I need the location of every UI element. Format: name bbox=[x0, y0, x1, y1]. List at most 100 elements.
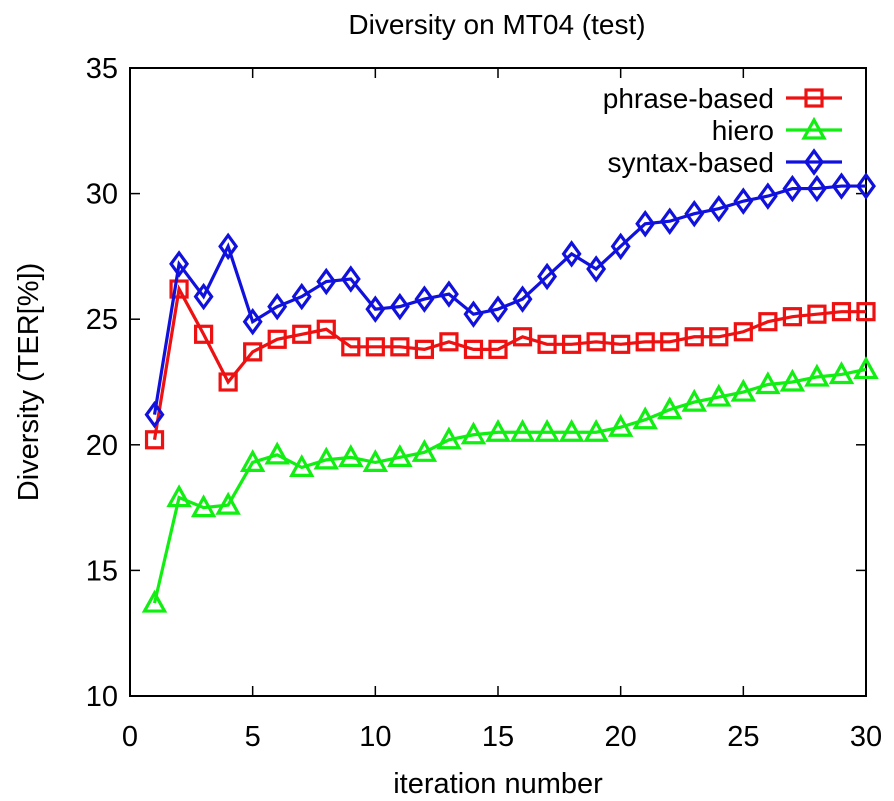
data-point-syntax-based bbox=[733, 187, 754, 215]
data-point-syntax-based bbox=[659, 207, 680, 235]
data-point-phrase-based bbox=[611, 334, 631, 354]
series-layer bbox=[141, 172, 879, 613]
data-point-syntax-based bbox=[144, 400, 165, 429]
series-syntax-based bbox=[144, 172, 876, 429]
data-point-phrase-based bbox=[316, 319, 336, 339]
data-point-syntax-based bbox=[340, 265, 361, 293]
data-point-syntax-based bbox=[438, 280, 459, 308]
data-point-phrase-based bbox=[267, 329, 287, 349]
data-point-phrase-based bbox=[807, 304, 827, 324]
data-point-syntax-based bbox=[831, 172, 852, 200]
legend-swatch-marker bbox=[804, 148, 824, 176]
data-point-hiero bbox=[657, 396, 683, 420]
data-point-phrase-based bbox=[635, 332, 655, 352]
data-point-phrase-based bbox=[243, 342, 263, 362]
y-tick-label: 25 bbox=[86, 304, 118, 336]
data-point-phrase-based bbox=[218, 372, 238, 392]
data-point-phrase-based bbox=[561, 334, 582, 354]
data-point-syntax-based bbox=[365, 295, 386, 323]
data-point-syntax-based bbox=[414, 285, 435, 313]
data-point-phrase-based bbox=[144, 430, 165, 450]
data-point-hiero bbox=[362, 449, 389, 472]
data-point-hiero bbox=[411, 439, 438, 462]
y-tick-label: 10 bbox=[86, 681, 118, 713]
data-point-phrase-based bbox=[782, 307, 803, 327]
y-tick-label: 15 bbox=[86, 555, 118, 587]
data-point-hiero bbox=[730, 378, 757, 402]
data-point-phrase-based bbox=[439, 332, 459, 352]
data-point-syntax-based bbox=[537, 262, 558, 291]
data-point-hiero bbox=[239, 449, 266, 472]
x-tick-label: 5 bbox=[245, 721, 261, 753]
data-point-syntax-based bbox=[169, 250, 190, 278]
data-point-hiero bbox=[583, 418, 609, 442]
data-point-phrase-based bbox=[856, 302, 876, 322]
data-point-hiero bbox=[681, 388, 707, 412]
data-point-phrase-based bbox=[684, 327, 704, 347]
data-point-phrase-based bbox=[390, 337, 410, 357]
data-point-syntax-based bbox=[684, 199, 705, 228]
data-point-phrase-based bbox=[292, 324, 312, 344]
data-point-hiero bbox=[264, 441, 290, 465]
data-point-syntax-based bbox=[561, 240, 582, 268]
data-point-hiero bbox=[853, 356, 879, 380]
data-point-syntax-based bbox=[463, 300, 484, 328]
data-point-hiero bbox=[607, 413, 634, 437]
data-point-hiero bbox=[215, 491, 241, 515]
data-point-phrase-based bbox=[488, 339, 508, 359]
series-line-syntax-based bbox=[152, 184, 866, 415]
data-point-phrase-based bbox=[660, 332, 680, 352]
x-tick-label: 0 bbox=[122, 721, 138, 753]
legend-swatch-marker bbox=[801, 116, 827, 140]
data-point-hiero bbox=[755, 371, 781, 395]
y-tick-label: 35 bbox=[86, 53, 118, 85]
data-point-hiero bbox=[632, 406, 658, 430]
chart-title: Diversity on MT04 (test) bbox=[348, 9, 645, 40]
data-point-syntax-based bbox=[610, 232, 631, 261]
data-point-phrase-based bbox=[414, 339, 434, 359]
data-point-syntax-based bbox=[316, 267, 337, 296]
data-point-syntax-based bbox=[193, 282, 214, 311]
series-hiero bbox=[141, 356, 879, 613]
data-point-hiero bbox=[485, 418, 511, 442]
data-point-syntax-based bbox=[242, 307, 263, 336]
data-point-syntax-based bbox=[512, 285, 533, 313]
data-point-hiero bbox=[828, 361, 855, 385]
data-point-syntax-based bbox=[291, 282, 312, 311]
x-axis-label: iteration number bbox=[393, 768, 603, 800]
data-point-phrase-based bbox=[194, 324, 214, 344]
data-point-hiero bbox=[558, 418, 585, 442]
data-point-phrase-based bbox=[758, 312, 778, 332]
data-point-hiero bbox=[313, 446, 339, 470]
x-tick-label: 25 bbox=[727, 721, 759, 753]
data-point-hiero bbox=[338, 444, 364, 467]
legend-item-syntax-based: syntax-based bbox=[607, 147, 842, 178]
x-tick-label: 20 bbox=[605, 721, 637, 753]
series-line-hiero bbox=[152, 367, 867, 604]
series-line-phrase-based bbox=[152, 284, 866, 441]
x-tick-label: 15 bbox=[482, 721, 514, 753]
data-point-syntax-based bbox=[488, 295, 508, 323]
data-point-hiero bbox=[436, 426, 462, 450]
y-tick-label: 20 bbox=[86, 430, 118, 462]
x-tick-label: 10 bbox=[359, 721, 391, 753]
data-point-syntax-based bbox=[218, 232, 239, 261]
data-point-hiero bbox=[534, 418, 560, 442]
data-point-phrase-based bbox=[512, 327, 533, 347]
legend-item-hiero: hiero bbox=[712, 115, 842, 146]
legend-label: phrase-based bbox=[603, 83, 774, 114]
data-point-hiero bbox=[190, 494, 217, 518]
data-point-hiero bbox=[706, 383, 732, 407]
data-point-phrase-based bbox=[709, 327, 729, 347]
legend-item-phrase-based: phrase-based bbox=[603, 83, 842, 114]
legend-swatch-marker bbox=[804, 88, 824, 108]
data-point-syntax-based bbox=[708, 194, 729, 223]
data-point-phrase-based bbox=[365, 337, 385, 357]
data-point-hiero bbox=[387, 444, 413, 467]
data-point-phrase-based bbox=[586, 332, 606, 352]
y-axis: 10 15 20 25 30 35 bbox=[86, 53, 866, 713]
data-point-syntax-based bbox=[757, 182, 778, 210]
legend-label: hiero bbox=[712, 115, 774, 146]
data-point-syntax-based bbox=[782, 174, 803, 203]
